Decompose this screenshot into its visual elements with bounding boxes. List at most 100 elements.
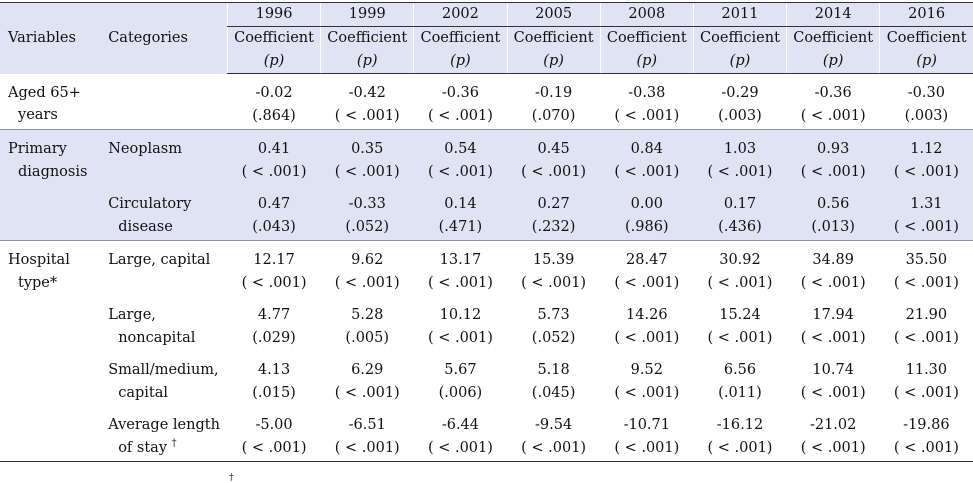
p-value: ( < .001) (521, 163, 587, 180)
header-year: 2011 (692, 2, 787, 27)
p-value: (.015) (252, 384, 296, 401)
value-cell: 4.13 (.015) (227, 351, 320, 406)
value-cell: 30.92 ( < .001) (693, 240, 787, 296)
value-cell: -0.29 (.003) (693, 74, 786, 130)
coefficient-value: 9.62 (351, 252, 384, 268)
header-year-row: Variables Categories 1996 1999 2002 2005… (0, 2, 973, 74)
value-cell: -0.38 ( < .001) (600, 74, 693, 130)
p-value: ( < .001) (614, 163, 680, 180)
p-value: ( < .001) (707, 329, 773, 346)
value-cell: -9.54 ( < .001) (507, 406, 601, 462)
coefficient-value: 14.26 (626, 307, 668, 323)
p-value: ( < .001) (427, 163, 493, 180)
header-coefficient: Coefficient (692, 26, 787, 50)
value-cell: -0.19 (.070) (507, 74, 600, 130)
p-value: ( < .001) (334, 274, 400, 291)
coefficient-value: 0.00 (630, 196, 663, 212)
coefficient-value: 0.56 (817, 196, 850, 212)
p-value: (.070) (531, 107, 576, 124)
coefficient-value: -0.36 (814, 85, 852, 101)
value-cell: -6.51 ( < .001) (320, 406, 414, 462)
p-value: ( < .001) (427, 107, 493, 124)
value-cell: 0.00 (.986) (600, 185, 694, 241)
p-value: ( < .001) (334, 439, 400, 456)
value-cell: -0.30 (.003) (880, 74, 973, 130)
category-label-text: disease (118, 218, 173, 235)
p-value: ( < .001) (893, 274, 959, 291)
category-cell: Large, capital (100, 240, 228, 296)
variable-cell (0, 296, 100, 351)
value-cell: 15.39 ( < .001) (507, 240, 601, 296)
category-label: Neoplasm (108, 141, 182, 157)
coefficient-value: -0.30 (907, 85, 945, 101)
value-cell: 15.24 ( < .001) (693, 296, 786, 351)
value-cell: 34.89 ( < .001) (786, 240, 880, 296)
value-cell: 0.84 ( < .001) (600, 129, 694, 185)
category-label-text: noncapital (118, 329, 196, 346)
coefficient-value: -0.33 (348, 196, 386, 212)
p-value: (.043) (252, 218, 296, 235)
coefficient-value: -9.54 (535, 417, 573, 433)
header-p: (p) (320, 50, 414, 74)
variable-label-cont: type* (18, 274, 58, 291)
coefficient-value: 9.52 (630, 362, 663, 378)
p-value: (.029) (252, 329, 296, 346)
variable-cell (0, 351, 100, 406)
header-coefficient-row: Coefficient Coefficient Coefficient Coef… (0, 26, 973, 50)
coefficient-value: 17.94 (812, 307, 854, 323)
value-cell: -0.02 (.864) (227, 74, 320, 130)
category-label: Circulatory (108, 196, 192, 212)
category-label-text: capital (118, 384, 168, 401)
p-value: ( < .001) (614, 439, 680, 456)
coefficient-value: 0.17 (723, 196, 757, 212)
header-categories: Categories (100, 2, 228, 74)
value-cell: 0.47 (.043) (227, 185, 321, 241)
variable-label-cont: diagnosis (18, 163, 88, 180)
value-cell: 13.17 ( < .001) (413, 240, 508, 296)
value-cell: 9.52 ( < .001) (600, 351, 693, 406)
p-value: (.052) (345, 218, 390, 235)
variable-label: Primary (8, 141, 67, 157)
coefficient-value: 0.93 (817, 141, 850, 157)
value-cell: 17.94 ( < .001) (787, 296, 880, 351)
value-cell: -0.33 (.052) (320, 185, 414, 241)
coefficient-value: -5.00 (255, 417, 293, 433)
coefficient-value: -0.29 (721, 85, 759, 101)
coefficient-value: -0.42 (348, 85, 386, 101)
header-year: 2005 (506, 2, 601, 27)
coefficient-value: 34.89 (812, 252, 854, 268)
coefficient-value: 0.84 (630, 141, 663, 157)
category-label-cont: disease (108, 216, 227, 239)
coefficient-value: 10.12 (439, 307, 482, 323)
header-coefficient: Coefficient (879, 26, 973, 50)
value-cell: 0.17 (.436) (693, 185, 787, 241)
p-value: (.232) (531, 218, 576, 235)
value-cell: 9.62 ( < .001) (320, 240, 414, 296)
p-value: ( < .001) (707, 274, 773, 291)
coefficient-value: -6.44 (441, 417, 480, 433)
coefficient-value: 5.67 (444, 362, 477, 378)
coefficient-value: 5.73 (537, 307, 570, 323)
p-value: (.471) (438, 218, 483, 235)
coefficient-value: 35.50 (905, 252, 948, 268)
coefficient-value: 5.18 (537, 362, 570, 378)
category-label-cont: noncapital (108, 327, 227, 350)
p-value: (.006) (438, 384, 483, 401)
variable-cell: Hospital type* (0, 240, 101, 296)
header-p: (p) (226, 50, 321, 74)
value-cell: 6.56 (.011) (693, 351, 786, 406)
variable-label-cont: years (18, 107, 58, 123)
p-value: (.011) (718, 384, 762, 401)
value-cell: 0.35 ( < .001) (320, 129, 414, 185)
header-year: 2014 (786, 2, 880, 27)
p-value: (.003) (718, 107, 762, 124)
p-value: ( < .001) (707, 163, 773, 180)
coefficient-value: -0.38 (628, 85, 666, 101)
coefficient-value: -19.86 (903, 417, 950, 433)
category-label-cont: capital (108, 382, 227, 405)
p-value: ( < .001) (800, 439, 866, 456)
coefficient-value: -0.02 (255, 85, 293, 101)
value-cell: 11.30 ( < .001) (880, 351, 973, 406)
variable-cell: Aged 65+ years (0, 74, 100, 130)
p-value: ( < .001) (800, 107, 866, 124)
